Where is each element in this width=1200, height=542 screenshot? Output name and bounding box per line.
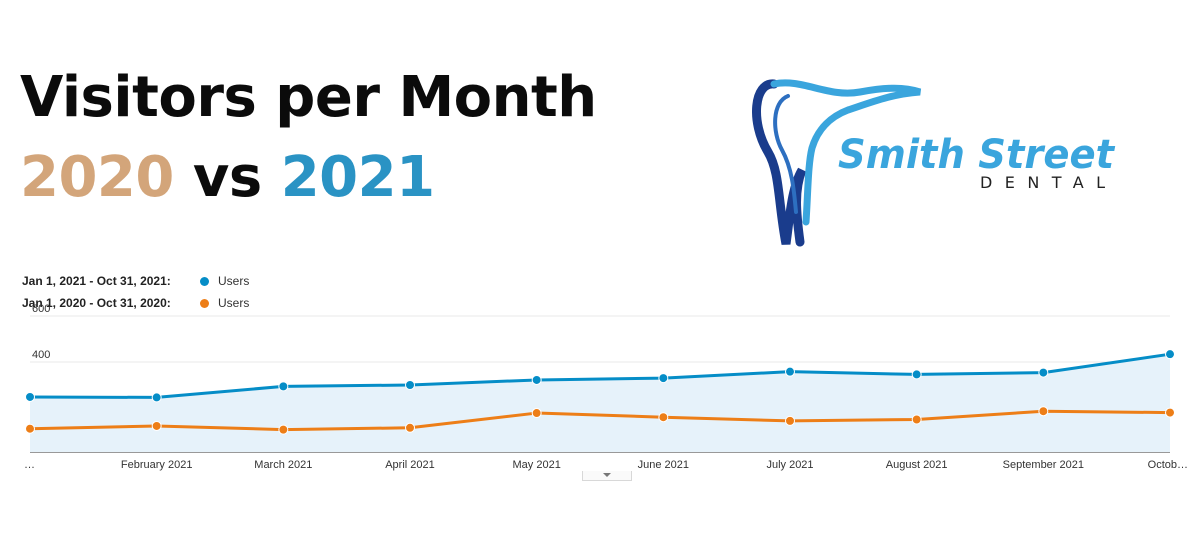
series-2020-point [405,422,415,433]
series-2021-point [911,369,922,380]
x-tick-label: March 2021 [254,459,312,471]
y-tick-label: 400 [32,349,50,361]
series-2020-point [25,423,35,434]
x-tick-label: … [24,459,35,471]
series-2020-point [1165,407,1175,418]
logo-name-line1: Smith Street [838,132,1116,178]
x-tick-label: February 2021 [121,459,193,471]
legend-name-2020: Users [218,296,250,310]
x-tick-label: July 2021 [766,459,813,471]
year-2021-label: 2021 [280,145,435,210]
chart-panel: Jan 1, 2021 - Oct 31, 2021: Users Jan 1,… [10,258,1190,498]
logo-name-line2: DENTAL [980,173,1112,192]
x-tick-label: September 2021 [1003,459,1084,471]
legend-dot-2021 [200,276,209,286]
series-2021-point [278,381,289,392]
series-2020-point [278,424,289,435]
legend-item-2021[interactable]: Jan 1, 2021 - Oct 31, 2021: Users [22,270,249,292]
series-2021-point [25,391,35,402]
vs-label: vs [192,145,262,210]
x-tick-label: April 2021 [385,459,435,471]
x-tick-label: June 2021 [638,459,689,471]
chevron-down-icon [603,473,611,477]
series-2020-point [1038,406,1049,417]
series-2020-point [785,415,795,426]
series-2021-line [29,352,1171,399]
legend-name-2021: Users [218,274,250,288]
page-title: Visitors per Month [20,65,597,130]
x-tick-label: August 2021 [886,459,948,471]
title-block: Visitors per Month 2020 vs 2021 [20,62,597,214]
series-2021-point [1165,349,1175,360]
chart-collapse-toggle[interactable] [582,471,632,481]
smith-street-dental-logo: Smith Street DENTAL [752,79,1116,247]
series-2020-line [29,409,1171,432]
legend-item-2020[interactable]: Jan 1, 2020 - Oct 31, 2020: Users [22,292,249,314]
tooth-logo-dark-stroke [752,79,807,247]
tooth-logo-light-stroke [770,79,922,226]
series-2021-point [531,374,542,385]
legend-range-2021: Jan 1, 2021 - Oct 31, 2021: [22,274,171,288]
chart-legend: Jan 1, 2021 - Oct 31, 2021: Users Jan 1,… [22,270,249,314]
series-2021-point [151,392,162,403]
series-2021-point [1038,367,1049,378]
series-2021-point [785,366,795,377]
series-2020-point [151,420,162,431]
x-tick-label: Octob… [1148,459,1188,471]
legend-range-2020: Jan 1, 2020 - Oct 31, 2020: [22,296,171,310]
tooth-logo-inner-stroke [773,94,798,214]
y-tick-label: 600 [32,303,50,315]
year-2020-label: 2020 [20,145,174,210]
series-2020-point [911,414,922,425]
series-2021-point [405,380,415,390]
series-2021-point [658,373,669,384]
legend-dot-2020 [200,298,209,308]
page-subtitle: 2020 vs 2021 [20,142,597,214]
series-2020-point [531,408,542,419]
x-tick-label: May 2021 [513,459,561,471]
series-2021-area [30,354,1170,452]
series-2020-point [658,412,669,423]
